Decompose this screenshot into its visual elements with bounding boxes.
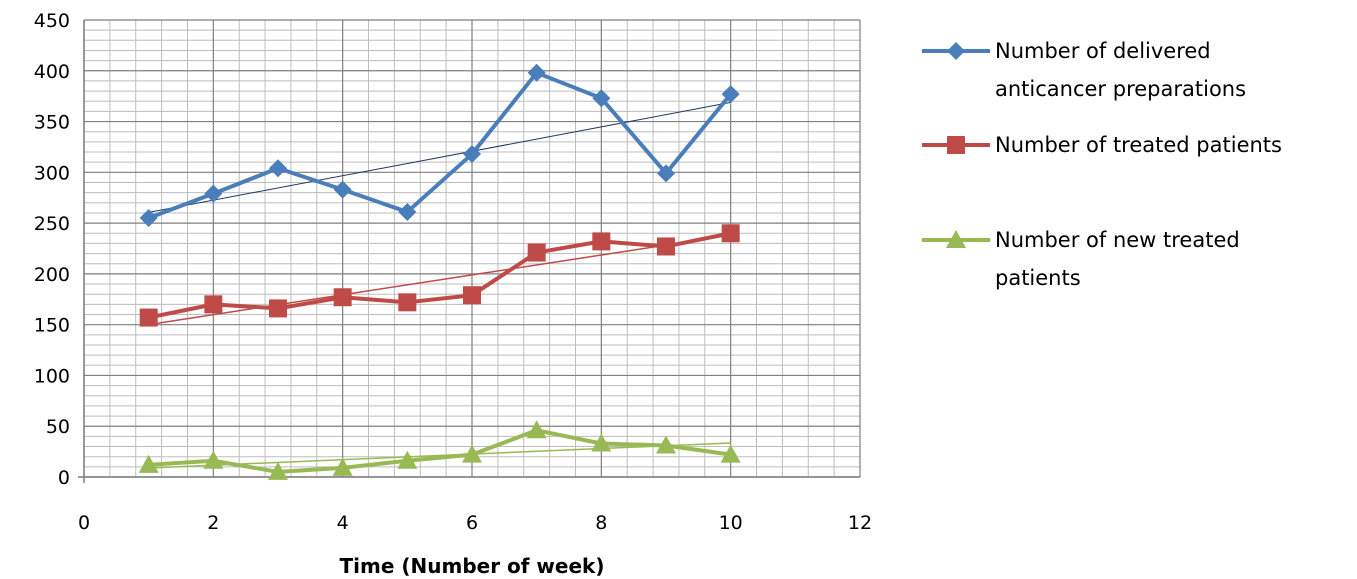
y-tick-label: 0: [58, 467, 70, 489]
major-gridlines: [83, 19, 861, 478]
data-point-2: [657, 237, 675, 256]
y-tick-label: 300: [34, 162, 70, 184]
data-point-3: [526, 420, 547, 439]
data-point-2: [204, 295, 223, 314]
y-tick-label: 250: [34, 213, 70, 235]
data-point-1: [204, 184, 223, 203]
y-tick-label: 350: [34, 112, 70, 134]
legend-label-1: anticancer preparations: [995, 77, 1246, 101]
series: [138, 63, 741, 480]
axes: [78, 20, 860, 483]
x-tick-label: 4: [337, 512, 349, 534]
y-tick-label: 50: [46, 416, 70, 438]
data-point-2: [592, 232, 611, 251]
legend-marker-1: [947, 42, 965, 60]
series-line-2: [148, 231, 732, 320]
series-2: [139, 224, 740, 327]
y-tick-label: 400: [34, 61, 70, 83]
legend-marker-3: [946, 230, 966, 248]
data-point-1: [721, 85, 740, 104]
y-tick-label: 100: [34, 365, 70, 387]
data-point-1: [398, 202, 417, 221]
data-point-1: [527, 63, 546, 82]
x-tick-label: 2: [207, 512, 219, 534]
data-point-1: [139, 209, 158, 228]
series-line-1: [147, 70, 733, 220]
data-point-1: [333, 180, 352, 199]
trendline-series-3: [148, 442, 731, 469]
data-point-2: [139, 308, 158, 327]
data-point-1: [657, 164, 675, 183]
data-point-3: [397, 450, 418, 469]
data-point-1: [592, 89, 611, 108]
data-point-1: [463, 145, 481, 164]
trendline-series-2: [148, 234, 731, 326]
y-tick-label: 200: [34, 264, 70, 286]
data-point-3: [268, 461, 288, 480]
y-tick-label: 450: [34, 10, 70, 32]
x-axis-title: Time (Number of week): [340, 554, 605, 578]
legend-label-3: Number of new treated: [995, 228, 1240, 252]
data-point-3: [138, 454, 159, 473]
data-point-1: [269, 159, 287, 178]
trendlines: [148, 101, 731, 469]
x-axis-tick-labels: 0 2 4 6 8 10 12: [78, 512, 872, 534]
legend-label-1: Number of delivered: [995, 39, 1211, 63]
x-tick-label: 10: [719, 512, 743, 534]
data-point-3: [203, 450, 224, 469]
series-3: [138, 420, 741, 480]
legend: Number of delivered anticancer preparatio…: [922, 39, 1282, 290]
legend-label-3: patients: [995, 266, 1081, 290]
x-tick-label: 0: [78, 512, 90, 534]
y-tick-label: 150: [34, 315, 70, 337]
series-line-3: [148, 428, 731, 474]
trendline-series-1: [148, 101, 731, 213]
data-point-2: [721, 224, 740, 243]
data-point-2: [269, 299, 287, 318]
series-1: [139, 63, 740, 228]
data-point-2: [527, 243, 546, 262]
data-point-2: [463, 286, 481, 305]
x-tick-label: 6: [466, 512, 478, 534]
data-point-3: [462, 444, 482, 463]
data-point-3: [720, 444, 741, 463]
data-point-3: [332, 457, 353, 476]
data-point-3: [656, 435, 676, 454]
y-axis-tick-labels: 0 50 100 150 200 250 300 350 400 450: [34, 10, 70, 489]
x-tick-label: 8: [595, 512, 607, 534]
data-point-2: [398, 293, 417, 312]
x-tick-label: 12: [848, 512, 872, 534]
data-point-2: [333, 288, 352, 307]
legend-label-2: Number of treated patients: [995, 133, 1282, 157]
legend-marker-2: [947, 136, 965, 154]
data-point-3: [591, 433, 612, 452]
